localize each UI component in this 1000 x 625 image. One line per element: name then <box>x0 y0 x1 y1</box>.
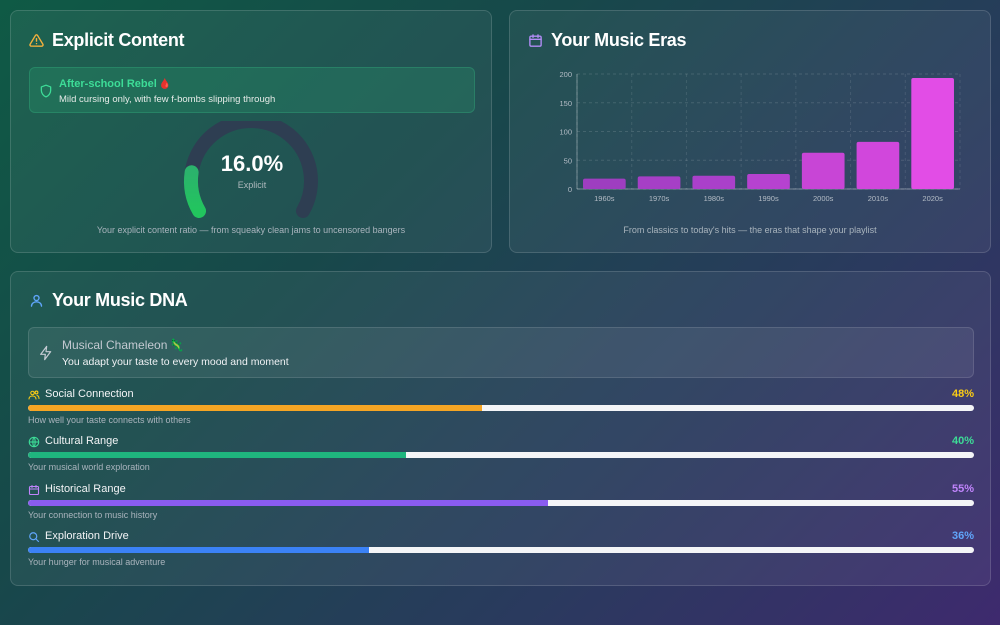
rating-name-text: After-school Rebel <box>59 78 157 90</box>
search-icon <box>29 532 40 543</box>
x-tick-label: 1960s <box>594 194 615 203</box>
x-tick-label: 1990s <box>758 194 779 203</box>
metric-percentage: 40% <box>951 435 974 447</box>
metric-label: Cultural Range <box>45 435 119 447</box>
x-tick-label: 1970s <box>649 194 670 203</box>
rating-emoji: 🩸 <box>158 79 172 90</box>
progress-track <box>28 547 974 553</box>
metric-label: Social Connection <box>45 388 134 400</box>
persona-name-text: Musical Chameleon <box>62 338 168 352</box>
user-icon <box>30 294 43 307</box>
y-tick-label: 50 <box>564 156 572 165</box>
progress-track <box>28 405 974 411</box>
y-tick-label: 0 <box>568 185 572 194</box>
explicit-percentage: 16.0% <box>220 151 284 176</box>
music-eras-card: Your Music Eras 0 50 100 150 200 1960s 1970s 19… <box>509 10 991 253</box>
bar-1990s <box>747 174 790 189</box>
metric-description: Your connection to music history <box>28 510 158 520</box>
explicit-gauge <box>184 121 318 218</box>
metric-percentage: 48% <box>951 388 974 400</box>
globe-icon <box>28 436 40 448</box>
progress-fill <box>28 405 483 411</box>
rating-description: Mild cursing only, with few f-bombs slip… <box>59 94 276 105</box>
x-tick-label: 2010s <box>868 194 889 203</box>
eras-bar-chart: 0 50 100 150 200 1960s 1970s 1980s 1990s 2000s 201… <box>559 70 961 203</box>
x-tick-label: 1980s <box>704 194 725 203</box>
persona-box: Musical Chameleon 🦎 You adapt your taste … <box>28 327 974 378</box>
warning-triangle-icon <box>29 34 44 47</box>
progress-fill <box>28 452 407 458</box>
y-tick-label: 200 <box>559 70 572 79</box>
shield-icon <box>40 84 52 98</box>
eras-title-text: Your Music Eras <box>551 30 687 50</box>
music-dna-title: Your Music DNA <box>29 290 188 311</box>
x-tick-label: 2000s <box>813 194 834 203</box>
explicit-caption: Your explicit content ratio — from squea… <box>96 225 406 235</box>
metric-description: Your hunger for musical adventure <box>28 557 166 567</box>
music-eras-title: Your Music Eras <box>528 30 687 51</box>
rating-name: After-school Rebel 🩸 <box>59 78 171 90</box>
explicit-content-title: Explicit Content <box>29 30 185 51</box>
progress-fill <box>28 500 549 506</box>
metric-social-connection: Social Connection 48% How well your tast… <box>28 388 974 432</box>
bar-1960s <box>583 178 626 189</box>
explicit-content-card: Explicit Content After-school Rebel 🩸 Mil… <box>10 10 492 253</box>
metric-description: How well your taste connects with others <box>28 415 191 425</box>
y-tick-label: 100 <box>559 128 572 137</box>
progress-track <box>28 452 974 458</box>
explicit-rating-box: After-school Rebel 🩸 Mild cursing only, w… <box>29 67 475 113</box>
users-icon <box>28 390 40 400</box>
music-dna-card: Your Music DNA Musical Chameleon 🦎 You ad… <box>10 271 991 586</box>
gauge-fill <box>184 165 207 218</box>
metric-description: Your musical world exploration <box>28 462 150 472</box>
metric-cultural-range: Cultural Range 40% Your musical world ex… <box>28 435 974 479</box>
persona-name: Musical Chameleon 🦎 <box>62 338 184 352</box>
persona-emoji: 🦎 <box>169 338 185 352</box>
calendar-icon <box>529 34 542 47</box>
bar-1970s <box>637 176 681 189</box>
metric-label: Exploration Drive <box>45 530 129 542</box>
eras-caption: From classics to today's hits — the eras… <box>623 225 877 235</box>
metric-percentage: 55% <box>951 483 974 495</box>
dna-title-text: Your Music DNA <box>52 290 188 310</box>
metric-label: Historical Range <box>45 483 126 495</box>
metric-exploration-drive: Exploration Drive 36% Your hunger for mu… <box>28 530 974 574</box>
persona-description: You adapt your taste to every mood and m… <box>62 356 289 368</box>
progress-fill <box>28 547 369 553</box>
x-tick-label: 2020s <box>922 194 943 203</box>
lightning-icon <box>40 345 52 361</box>
metric-percentage: 36% <box>951 530 974 542</box>
bar-1980s <box>692 175 736 189</box>
bar-2010s <box>856 141 900 189</box>
explicit-label: Explicit <box>237 180 267 190</box>
progress-track <box>28 500 974 506</box>
y-tick-label: 150 <box>559 99 572 108</box>
metric-historical-range: Historical Range 55% Your connection to … <box>28 483 974 527</box>
bar-2000s <box>801 152 845 189</box>
calendar-icon <box>28 484 40 496</box>
bar-2020s <box>911 78 954 189</box>
explicit-title-text: Explicit Content <box>52 30 185 50</box>
